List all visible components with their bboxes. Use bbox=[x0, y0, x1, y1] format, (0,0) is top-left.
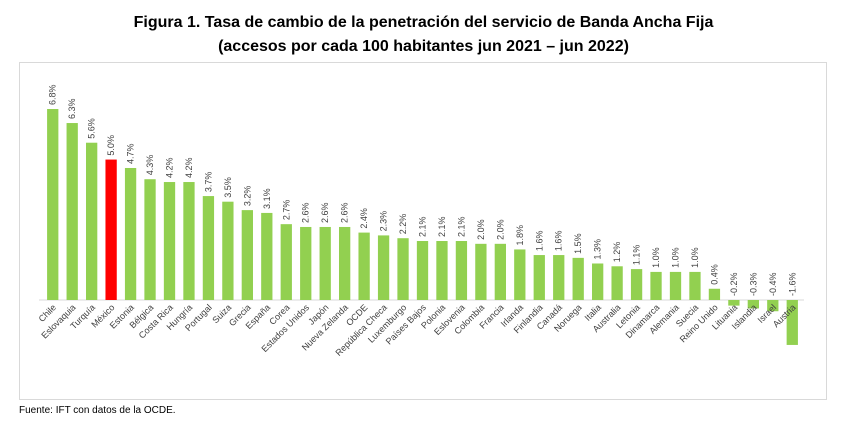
bar-8 bbox=[202, 196, 215, 300]
bar-37 bbox=[767, 300, 779, 312]
bar-23 bbox=[494, 243, 506, 300]
value-label-35: -0.2% bbox=[729, 272, 739, 296]
bar-24 bbox=[514, 249, 526, 300]
chart-frame bbox=[19, 62, 827, 400]
bar-21 bbox=[455, 241, 468, 300]
bar-14 bbox=[319, 226, 331, 300]
value-label-0: 6.8% bbox=[48, 84, 58, 105]
value-label-16: 2.4% bbox=[359, 208, 369, 229]
bar-35 bbox=[728, 300, 740, 306]
bar-3 bbox=[105, 159, 117, 300]
value-label-32: 1.0% bbox=[671, 247, 681, 268]
bar-13 bbox=[300, 226, 312, 300]
bar-0 bbox=[47, 109, 59, 300]
value-label-23: 2.0% bbox=[495, 219, 505, 240]
bar-9 bbox=[222, 201, 234, 300]
source-note: Fuente: IFT con datos de la OCDE. bbox=[19, 405, 176, 416]
value-label-28: 1.3% bbox=[593, 239, 603, 260]
bar-2 bbox=[86, 142, 98, 300]
value-label-20: 2.1% bbox=[437, 216, 447, 237]
value-label-17: 2.3% bbox=[379, 211, 389, 232]
bar-22 bbox=[475, 243, 487, 300]
bar-25 bbox=[533, 255, 545, 300]
value-label-9: 3.5% bbox=[223, 177, 233, 198]
bar-7 bbox=[183, 182, 195, 300]
value-label-24: 1.8% bbox=[515, 225, 525, 246]
chart-subtitle: (accesos por cada 100 habitantes jun 202… bbox=[218, 38, 629, 55]
bar-34 bbox=[708, 288, 721, 300]
value-label-4: 4.7% bbox=[126, 143, 136, 164]
bar-4 bbox=[124, 167, 137, 300]
value-label-2: 5.6% bbox=[87, 118, 97, 139]
value-label-22: 2.0% bbox=[476, 219, 486, 240]
bar-18 bbox=[397, 238, 409, 300]
value-label-26: 1.6% bbox=[554, 231, 564, 252]
bar-16 bbox=[358, 232, 370, 300]
value-label-31: 1.0% bbox=[651, 247, 661, 268]
value-label-13: 2.6% bbox=[301, 202, 311, 223]
bar-27 bbox=[572, 257, 584, 300]
bar-29 bbox=[611, 266, 623, 300]
bar-19 bbox=[416, 241, 429, 300]
value-label-21: 2.1% bbox=[456, 216, 466, 237]
value-label-38: -1.6% bbox=[787, 272, 797, 296]
value-label-27: 1.5% bbox=[573, 233, 583, 254]
bar-6 bbox=[163, 182, 176, 300]
value-label-1: 6.3% bbox=[67, 99, 77, 120]
bar-12 bbox=[280, 224, 292, 300]
bar-33 bbox=[689, 271, 701, 300]
value-label-14: 2.6% bbox=[320, 202, 330, 223]
value-label-37: -0.4% bbox=[768, 272, 778, 296]
bar-15 bbox=[339, 226, 351, 300]
value-label-29: 1.2% bbox=[612, 242, 622, 263]
value-label-25: 1.6% bbox=[534, 231, 544, 252]
bar-11 bbox=[261, 212, 273, 300]
bar-38 bbox=[786, 300, 798, 345]
bar-32 bbox=[669, 271, 682, 300]
value-label-3: 5.0% bbox=[106, 135, 116, 156]
bar-1 bbox=[66, 123, 78, 300]
value-label-18: 2.2% bbox=[398, 214, 408, 235]
value-label-34: 0.4% bbox=[709, 264, 719, 285]
value-label-33: 1.0% bbox=[690, 247, 700, 268]
value-label-11: 3.1% bbox=[262, 188, 272, 209]
bar-31 bbox=[650, 271, 662, 300]
value-label-30: 1.1% bbox=[632, 245, 642, 266]
bar-17 bbox=[377, 235, 390, 300]
bar-20 bbox=[436, 241, 448, 300]
value-label-12: 2.7% bbox=[281, 200, 291, 221]
bar-28 bbox=[592, 263, 604, 300]
value-label-15: 2.6% bbox=[340, 202, 350, 223]
value-label-10: 3.2% bbox=[242, 186, 252, 207]
value-label-7: 4.2% bbox=[184, 158, 194, 179]
bar-10 bbox=[241, 210, 253, 300]
value-label-36: -0.3% bbox=[748, 272, 758, 296]
value-label-19: 2.1% bbox=[418, 216, 428, 237]
bar-26 bbox=[553, 255, 565, 300]
chart-title: Figura 1. Tasa de cambio de la penetraci… bbox=[133, 14, 714, 31]
value-label-6: 4.2% bbox=[165, 158, 175, 179]
bar-5 bbox=[144, 179, 156, 300]
bar-36 bbox=[747, 300, 759, 309]
value-label-5: 4.3% bbox=[145, 155, 155, 176]
value-label-8: 3.7% bbox=[203, 172, 213, 193]
bar-30 bbox=[630, 269, 643, 300]
